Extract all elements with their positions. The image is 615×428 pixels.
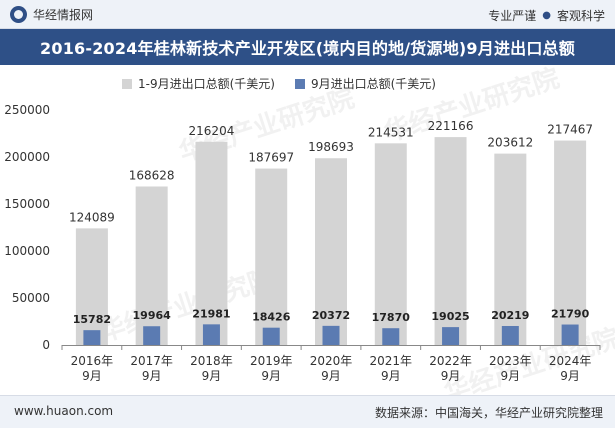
- x-tick-label: 2020年: [310, 354, 353, 368]
- legend-swatch-series1: [122, 78, 132, 89]
- data-label-series2: 20219: [491, 309, 529, 322]
- website-link[interactable]: www.huaon.com: [14, 404, 114, 418]
- footer: www.huaon.com 数据来源：中国海关，华经产业研究院整理: [0, 395, 615, 428]
- x-tick-label: 9月: [560, 369, 580, 383]
- legend-swatch-series2: [294, 78, 305, 89]
- legend: 1-9月进出口总额(千美元) 9月进出口总额(千美元): [122, 75, 436, 92]
- data-label-series1: 221166: [428, 119, 474, 133]
- bar-series2: [382, 328, 400, 345]
- bar-series1: [554, 140, 587, 345]
- x-tick-label: 9月: [82, 369, 102, 383]
- data-label-series2: 21981: [192, 307, 230, 320]
- bullet-dot-icon: ●: [542, 10, 551, 21]
- x-tick-label: 9月: [202, 369, 222, 383]
- bar-series1: [374, 143, 407, 345]
- data-label-series1: 168628: [129, 168, 175, 182]
- bar-series1: [75, 228, 108, 345]
- data-label-series1: 198693: [308, 140, 354, 154]
- x-tick-label: 2024年: [549, 354, 592, 368]
- data-label-series1: 214531: [368, 125, 414, 139]
- data-label-series1: 217467: [547, 123, 593, 137]
- data-label-series2: 15782: [73, 313, 111, 326]
- data-label-series2: 20372: [312, 309, 350, 322]
- legend-label-series2: 9月进出口总额(千美元): [310, 77, 436, 91]
- y-tick-label: 100000: [4, 244, 50, 258]
- x-tick-label: 2017年: [130, 354, 173, 368]
- legend-item-series2: 9月进出口总额(千美元): [294, 75, 436, 92]
- y-tick-label: 250000: [4, 103, 50, 117]
- x-tick-label: 9月: [321, 369, 341, 383]
- data-label-series2: 21790: [551, 308, 590, 321]
- data-label-series2: 19025: [431, 310, 469, 323]
- y-tick-label: 0: [42, 338, 50, 352]
- chart-title: 2016-2024年桂林新技术产业开发区(境内目的地/货源地)9月进出口总额: [40, 39, 575, 58]
- slogan-right: 客观科学: [556, 9, 605, 23]
- y-tick-label: 150000: [4, 197, 50, 211]
- x-tick-label: 2016年: [71, 354, 114, 368]
- data-label-series2: 17870: [372, 311, 411, 324]
- bar-series1: [255, 168, 288, 345]
- data-label-series1: 124089: [69, 210, 115, 224]
- brand-name: 华经情报网: [33, 8, 94, 22]
- data-label-series1: 187697: [248, 151, 294, 165]
- data-label-series1: 216204: [189, 124, 235, 138]
- slogan: 专业严谨 ● 客观科学: [488, 7, 605, 24]
- x-tick-label: 2021年: [370, 354, 413, 368]
- bar-series2: [561, 324, 579, 345]
- bar-series1: [494, 153, 527, 345]
- bar-series2: [262, 327, 280, 345]
- legend-label-series1: 1-9月进出口总额(千美元): [138, 77, 275, 91]
- data-source: 数据来源：中国海关，华经产业研究院整理: [374, 406, 603, 420]
- y-tick-label: 200000: [4, 150, 50, 164]
- x-tick-label: 9月: [261, 369, 281, 383]
- bar-series2: [83, 330, 101, 345]
- slogan-left: 专业严谨: [488, 9, 537, 23]
- bar-series2: [202, 324, 220, 345]
- bar-series2: [442, 327, 460, 345]
- top-bar: 华经情报网 专业严谨 ● 客观科学: [0, 0, 615, 29]
- legend-item-series1: 1-9月进出口总额(千美元): [122, 75, 275, 92]
- x-tick-label: 2022年: [429, 354, 472, 368]
- bar-series1: [135, 186, 168, 345]
- data-label-series2: 18426: [252, 311, 291, 324]
- bar-series2: [143, 326, 161, 345]
- huajing-logo-icon: [10, 6, 27, 23]
- x-tick-label: 9月: [142, 369, 162, 383]
- bar-series1: [195, 141, 228, 345]
- bar-series1: [434, 137, 467, 345]
- data-label-series1: 203612: [487, 136, 533, 150]
- data-label-series2: 19964: [133, 309, 172, 322]
- x-tick-label: 9月: [501, 369, 521, 383]
- x-tick-label: 2018年: [190, 354, 233, 368]
- brand: 华经情报网: [10, 6, 93, 23]
- bar-series1: [315, 158, 347, 345]
- x-tick-label: 9月: [381, 369, 401, 383]
- x-tick-label: 2023年: [489, 354, 532, 368]
- bar-series2: [501, 325, 519, 345]
- x-tick-label: 2019年: [250, 354, 293, 368]
- bar-series2: [322, 325, 340, 345]
- x-tick-label: 9月: [441, 369, 461, 383]
- title-bar: 2016-2024年桂林新技术产业开发区(境内目的地/货源地)9月进出口总额: [0, 29, 615, 65]
- y-tick-label: 50000: [12, 291, 50, 305]
